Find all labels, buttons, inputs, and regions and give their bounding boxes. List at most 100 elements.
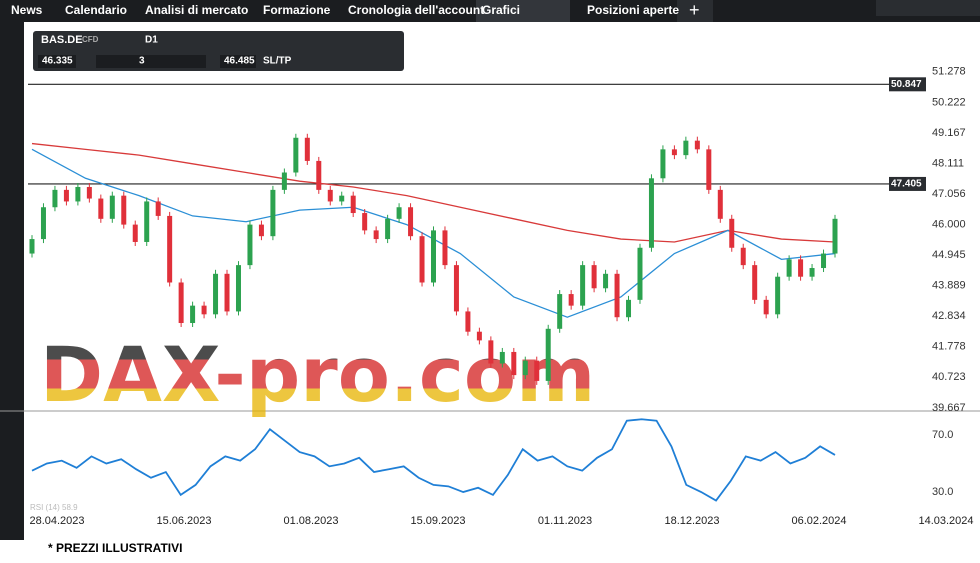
nav-tab[interactable]: Posizioni aperte: [587, 3, 679, 17]
candle: [591, 265, 597, 289]
y-tick-label: 50.222: [932, 96, 966, 108]
candle: [821, 253, 827, 269]
candle: [729, 218, 735, 248]
candle: [534, 360, 540, 381]
toolbar-symbol[interactable]: BAS.DE: [41, 34, 83, 46]
candle: [201, 305, 207, 315]
candle: [832, 218, 838, 254]
candle: [362, 213, 368, 231]
y-tick-label: 49.167: [932, 127, 966, 139]
x-tick-label: 14.03.2024: [918, 515, 973, 527]
candle: [327, 189, 333, 202]
candle: [488, 340, 494, 364]
candle: [121, 195, 127, 225]
candle: [132, 224, 138, 242]
nav-tab[interactable]: News: [11, 3, 43, 17]
x-tick-label: 15.06.2023: [156, 515, 211, 527]
candle: [339, 195, 345, 202]
y-tick-label: 39.667: [932, 402, 966, 414]
y-tick-label: 41.778: [932, 341, 966, 353]
candle: [167, 215, 173, 283]
candle: [29, 239, 35, 254]
candle: [568, 294, 574, 306]
level-box: [889, 77, 926, 92]
nav-tab[interactable]: Calendario: [65, 3, 127, 17]
y-tick-label: 46.000: [932, 219, 966, 231]
candle: [522, 360, 528, 376]
candle: [683, 140, 689, 156]
candle: [442, 230, 448, 266]
rsi-label: RSI (14) 58.9: [30, 503, 78, 512]
qty-box[interactable]: [96, 55, 206, 68]
toolbar-kind[interactable]: CFD: [82, 35, 99, 44]
x-tick-label: 01.11.2023: [538, 515, 592, 527]
nav-tab[interactable]: Cronologia dell'account: [348, 3, 484, 17]
candle: [775, 276, 781, 315]
candle: [235, 265, 241, 312]
candle: [660, 149, 666, 179]
nav-tab[interactable]: Formazione: [263, 3, 331, 17]
candle: [798, 259, 804, 277]
candle: [752, 265, 758, 300]
y-tick-label: 47.056: [932, 188, 966, 200]
candle: [98, 198, 104, 219]
candle: [178, 282, 184, 324]
ask-box[interactable]: [220, 55, 256, 68]
candle: [557, 294, 563, 329]
bid-box[interactable]: [38, 55, 76, 68]
sidebar: [0, 22, 24, 540]
candle: [281, 172, 287, 190]
level-label: 47.405: [891, 179, 922, 190]
account-box[interactable]: [876, 0, 980, 16]
candle: [626, 299, 632, 318]
candle: [293, 137, 299, 173]
candle: [614, 273, 620, 318]
rsi-tick-label: 70.0: [932, 429, 953, 441]
candle: [52, 189, 58, 208]
active-tab[interactable]: [476, 0, 570, 22]
y-tick-label: 42.834: [932, 310, 966, 322]
level-label: 50.847: [891, 79, 922, 90]
candle: [373, 230, 379, 240]
x-tick-label: 18.12.2023: [664, 515, 719, 527]
rsi-line: [31, 418, 836, 502]
candle: [637, 247, 643, 300]
candle: [270, 189, 276, 237]
x-tick-label: 28.04.2023: [29, 515, 84, 527]
candle: [706, 149, 712, 190]
candle: [740, 247, 746, 266]
nav-tab[interactable]: Grafici: [482, 3, 520, 17]
y-tick-label: 44.945: [932, 249, 966, 261]
candle: [603, 273, 609, 289]
y-tick-label: 51.278: [932, 66, 966, 78]
add-tab[interactable]: [677, 0, 713, 22]
toolbar-bid[interactable]: 46.335: [42, 56, 73, 67]
toolbar-quantity[interactable]: 3: [139, 56, 145, 67]
candle: [545, 328, 551, 381]
candle: [304, 137, 310, 161]
x-tick-label: 06.02.2024: [791, 515, 846, 527]
candle: [419, 236, 425, 283]
toolbar-ask[interactable]: 46.485: [224, 56, 255, 67]
y-tick-label: 40.723: [932, 371, 966, 383]
x-tick-label: 01.08.2023: [283, 515, 338, 527]
candle: [213, 273, 219, 315]
candle: [86, 186, 92, 199]
candle: [155, 201, 161, 216]
plus-icon[interactable]: +: [689, 0, 700, 20]
candle: [40, 207, 46, 240]
toolbar-sltp[interactable]: SL/TP: [263, 56, 292, 67]
candle: [408, 207, 414, 237]
candle: [224, 273, 230, 312]
toolbar-timeframe[interactable]: D1: [145, 35, 158, 46]
candle: [717, 189, 723, 219]
candle: [763, 299, 769, 315]
candle: [258, 224, 264, 237]
moving-average: [31, 142, 836, 243]
candle: [431, 230, 436, 283]
rsi-tick-label: 30.0: [932, 486, 953, 498]
candle: [580, 265, 586, 306]
nav-tab[interactable]: Analisi di mercato: [145, 3, 248, 17]
